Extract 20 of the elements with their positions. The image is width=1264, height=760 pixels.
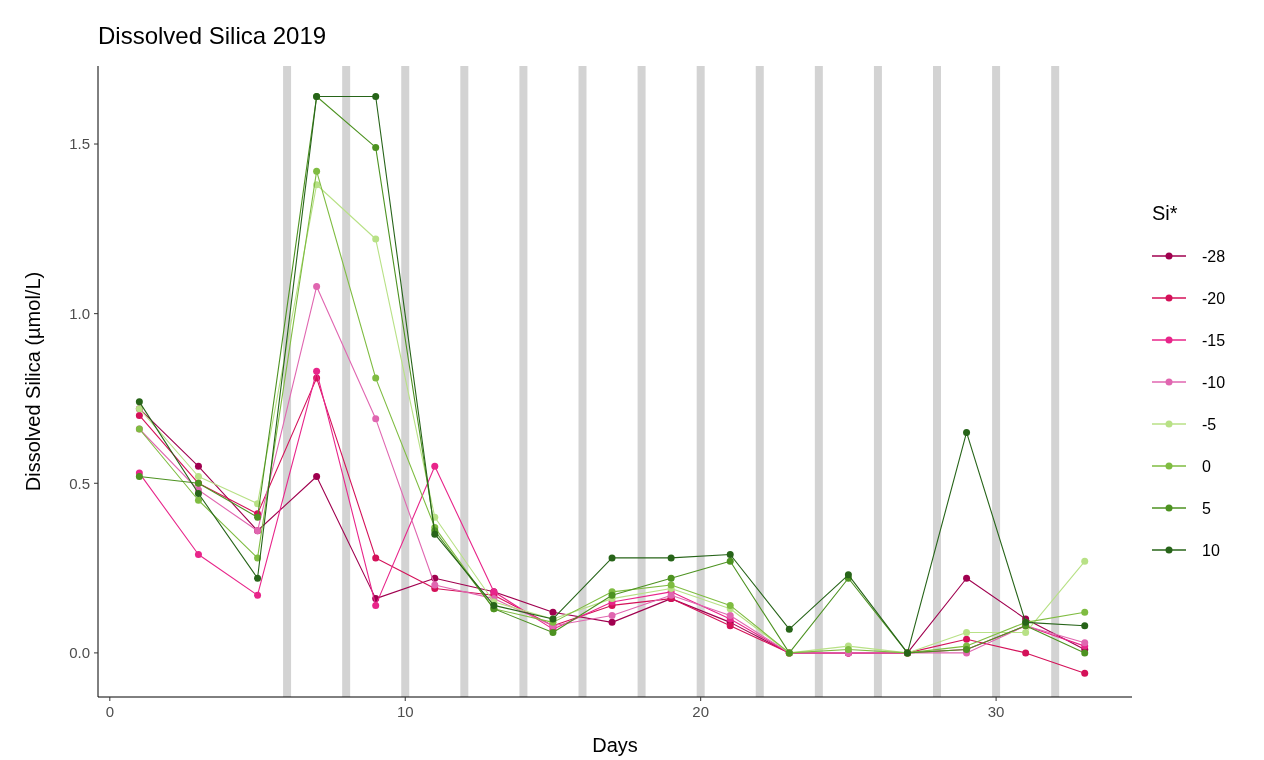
legend-label: -28	[1202, 247, 1226, 265]
legend-title: Si*	[1152, 202, 1178, 224]
x-tick-label: 0	[105, 703, 114, 720]
chart-title: Dissolved Silica 2019	[98, 22, 327, 49]
y-tick-label: 0.5	[69, 474, 90, 492]
x-tick-label: 10	[396, 703, 414, 720]
x-axis-title: Days	[592, 734, 638, 756]
legend-label: -10	[1202, 373, 1226, 391]
x-tick-label: 30	[987, 703, 1005, 720]
legend-label: -15	[1202, 331, 1226, 349]
legend-label: 0	[1202, 457, 1211, 475]
legend-label: -5	[1202, 415, 1217, 433]
y-tick-label: 1.0	[69, 304, 90, 322]
legend-label: 10	[1202, 541, 1220, 559]
legend-label: -20	[1202, 289, 1226, 307]
x-tick-label: 20	[692, 703, 710, 720]
y-tick-label: 1.5	[69, 135, 90, 153]
y-tick-label: 0.0	[69, 644, 90, 662]
legend-label: 5	[1202, 499, 1211, 517]
y-axis-title: Dissolved Silica (µmol/L)	[22, 271, 44, 492]
